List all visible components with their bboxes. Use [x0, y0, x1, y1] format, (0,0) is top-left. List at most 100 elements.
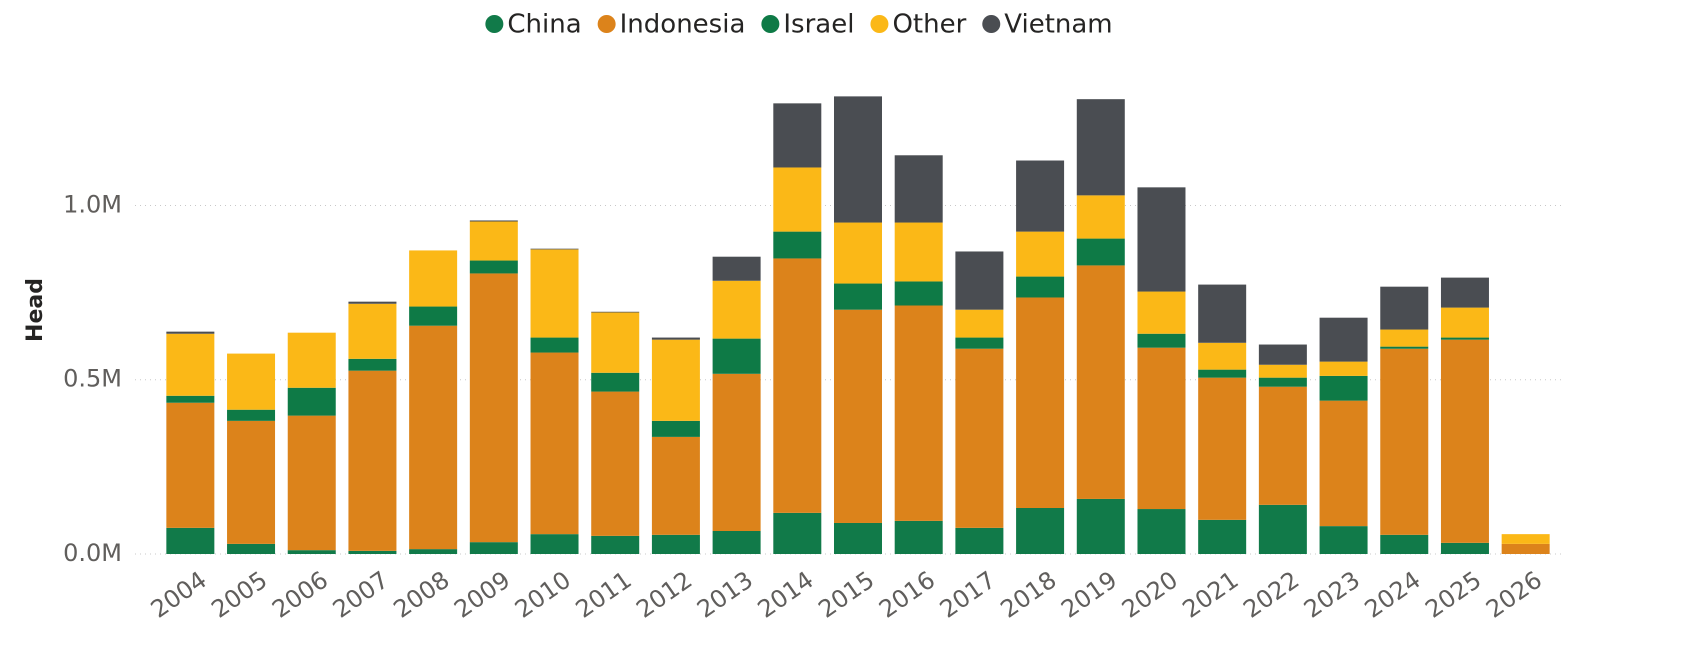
- bar-segment: [834, 283, 882, 310]
- bar-segment: [1501, 543, 1550, 554]
- bar-segment: [348, 358, 397, 371]
- bar-segment: [1380, 329, 1429, 347]
- x-tick-label: 2005: [206, 566, 272, 624]
- legend-marker: [597, 15, 616, 33]
- bar-segment: [1198, 369, 1247, 378]
- bar-segment: [1076, 265, 1125, 499]
- bar-segment: [834, 522, 882, 554]
- bar-segment: [409, 306, 458, 326]
- bar-segment: [1137, 187, 1186, 292]
- bar-segment: [834, 96, 882, 223]
- bar-segment: [469, 273, 518, 543]
- bar-segment: [651, 436, 700, 535]
- legend-label: Indonesia: [620, 10, 746, 40]
- bar-segment: [1137, 291, 1186, 334]
- bar-segment: [1258, 386, 1307, 505]
- bar-segment: [894, 222, 943, 282]
- bar-segment: [591, 372, 640, 392]
- bar-segment: [834, 309, 882, 523]
- x-tick-label: 2024: [1360, 566, 1426, 624]
- bar-segment: [1137, 509, 1186, 554]
- x-tick-label: 2018: [995, 566, 1061, 624]
- bar-segment: [348, 550, 397, 554]
- bar-segment: [227, 420, 276, 544]
- bar-segment: [1440, 307, 1489, 338]
- bar-segment: [166, 527, 215, 554]
- legend-label: Vietnam: [1004, 10, 1112, 40]
- bar-segment: [894, 155, 943, 223]
- bar-segment: [1016, 160, 1065, 232]
- bar-segment: [651, 337, 700, 340]
- bar-segment: [1319, 400, 1368, 527]
- bar-segment: [1198, 377, 1247, 520]
- bar-segment: [591, 311, 640, 313]
- bar-segment: [712, 530, 761, 554]
- x-tick-label: 2004: [146, 566, 212, 624]
- bar-segment: [1076, 195, 1125, 239]
- bar-segment: [409, 250, 458, 307]
- bar-segment: [287, 415, 336, 551]
- bar-segment: [409, 549, 458, 554]
- bar-segment: [1016, 297, 1065, 508]
- x-tick-label: 2014: [753, 566, 819, 624]
- legend-marker: [982, 15, 1001, 33]
- bar-segment: [773, 258, 822, 513]
- bar-segment: [712, 280, 761, 339]
- bar-segment: [530, 249, 579, 338]
- bar-segment: [591, 312, 640, 373]
- legend-label: Other: [892, 10, 966, 40]
- bar-segment: [1319, 375, 1368, 401]
- x-tick-label: 2013: [692, 566, 758, 624]
- y-tick-label: 0.0M: [63, 539, 122, 567]
- y-tick-label: 0.5M: [63, 365, 122, 393]
- bar-segment: [651, 534, 700, 554]
- bar-segment: [591, 391, 640, 536]
- bar-segment: [1198, 519, 1247, 554]
- bar-segment: [530, 352, 579, 535]
- x-tick-label: 2015: [813, 566, 879, 624]
- bar-segment: [348, 370, 397, 551]
- bar-segment: [894, 520, 943, 554]
- bar-segment: [955, 348, 1004, 528]
- bar-segment: [409, 325, 458, 550]
- legend-marker: [761, 15, 780, 33]
- bar-segment: [591, 535, 640, 554]
- bar-segment: [1137, 333, 1186, 348]
- legend-marker: [870, 15, 889, 33]
- bar-segment: [1440, 542, 1489, 554]
- x-tick-label: 2007: [328, 566, 394, 624]
- bar-segment: [1319, 526, 1368, 554]
- x-tick-label: 2023: [1299, 566, 1365, 624]
- x-tick-label: 2019: [1056, 566, 1122, 624]
- bar-segment: [1076, 498, 1125, 554]
- bar-segment: [166, 395, 215, 403]
- bar-segment: [1440, 337, 1489, 340]
- bar-segment: [834, 222, 882, 284]
- bar-segment: [712, 373, 761, 531]
- x-tick-label: 2022: [1238, 566, 1304, 624]
- bar-segment: [1380, 346, 1429, 349]
- x-tick-label: 2011: [571, 566, 637, 624]
- bar-segment: [1501, 534, 1550, 544]
- x-tick-label: 2012: [631, 566, 697, 624]
- bar-segment: [773, 231, 822, 259]
- bar-segment: [1076, 238, 1125, 266]
- bar-segment: [1198, 342, 1247, 370]
- bar-segment: [287, 550, 336, 554]
- bar-segment: [1440, 277, 1489, 308]
- bar-segment: [1319, 317, 1368, 362]
- bar-segment: [955, 251, 1004, 310]
- bar-segment: [227, 409, 276, 421]
- y-tick-label: 1.0M: [63, 190, 122, 218]
- bar-segment: [712, 256, 761, 281]
- y-axis-title: Head: [23, 278, 48, 342]
- bar-segment: [712, 338, 761, 374]
- x-tick-label: 2026: [1481, 566, 1547, 624]
- legend-label: Israel: [783, 10, 854, 40]
- bar-segment: [955, 527, 1004, 554]
- legend-marker: [485, 15, 504, 33]
- bar-segment: [1258, 377, 1307, 387]
- bar-segment: [469, 260, 518, 274]
- bar-segment: [287, 387, 336, 416]
